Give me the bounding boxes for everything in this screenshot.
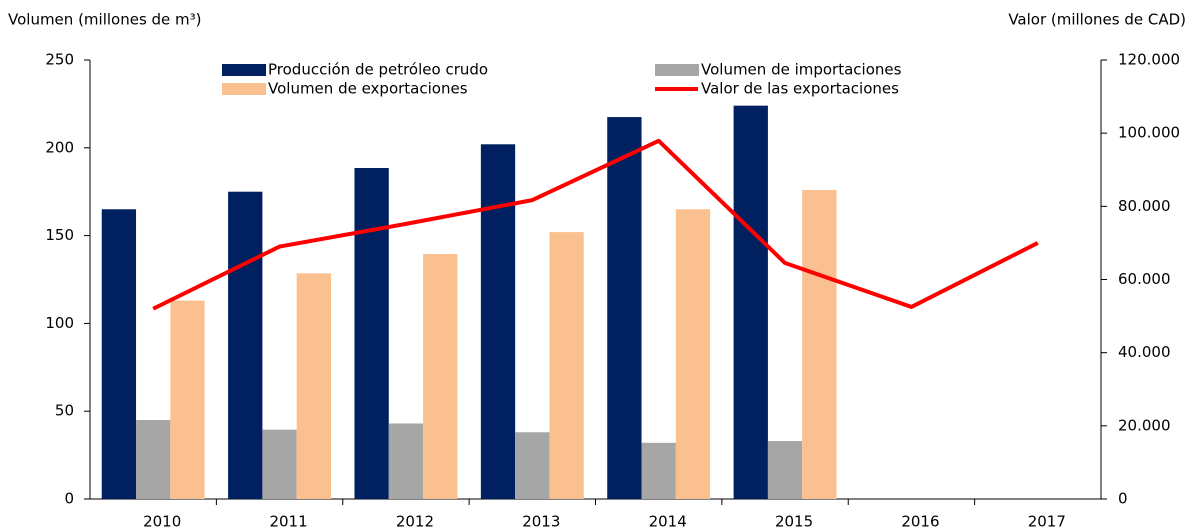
x-tick-label: 2010 bbox=[143, 513, 181, 531]
x-tick-label: 2017 bbox=[1028, 513, 1066, 531]
y2-axis-title: Valor (millones de CAD) bbox=[1008, 11, 1186, 29]
legend-label: Volumen de exportaciones bbox=[268, 80, 468, 98]
y-tick-label: 50 bbox=[55, 402, 74, 420]
bar bbox=[170, 300, 205, 499]
y2-tick-label: 0 bbox=[1118, 490, 1128, 508]
x-tick-label: 2012 bbox=[396, 513, 434, 531]
line bbox=[152, 138, 1039, 311]
y2-tick-label: 100.000 bbox=[1118, 124, 1180, 142]
bar bbox=[354, 167, 389, 499]
bar bbox=[262, 429, 297, 499]
bar bbox=[733, 105, 768, 499]
y-tick-label: 0 bbox=[64, 490, 74, 508]
y2-tick-label: 120.000 bbox=[1118, 51, 1180, 69]
bar bbox=[388, 423, 424, 499]
bar bbox=[802, 189, 837, 499]
legend-label: Volumen de importaciones bbox=[701, 61, 902, 79]
legend-label: Valor de las exportaciones bbox=[701, 80, 899, 98]
legend-swatch bbox=[222, 64, 266, 76]
bar bbox=[767, 441, 803, 499]
bar bbox=[641, 442, 676, 499]
legend-label: Producción de petróleo crudo bbox=[268, 61, 488, 79]
y-tick-label: 150 bbox=[45, 226, 74, 244]
legend-swatch bbox=[655, 64, 699, 76]
legend-swatch bbox=[222, 83, 266, 95]
y2-tick-label: 80.000 bbox=[1118, 197, 1171, 215]
y2-tick-label: 20.000 bbox=[1118, 416, 1171, 434]
bar bbox=[296, 273, 332, 499]
bar bbox=[607, 117, 642, 499]
bar bbox=[515, 432, 550, 499]
y-tick-label: 200 bbox=[45, 138, 74, 156]
bar bbox=[228, 191, 263, 499]
x-tick-label: 2016 bbox=[901, 513, 939, 531]
bar bbox=[136, 419, 171, 499]
x-tick-label: 2014 bbox=[649, 513, 687, 531]
x-tick-label: 2013 bbox=[522, 513, 560, 531]
y-axis-title: Volumen (millones de m³) bbox=[8, 11, 202, 29]
y-tick-label: 250 bbox=[45, 51, 74, 69]
bar bbox=[480, 144, 516, 499]
bar bbox=[101, 209, 137, 499]
y-tick-label: 100 bbox=[45, 314, 74, 332]
x-tick-label: 2015 bbox=[775, 513, 813, 531]
bar bbox=[423, 254, 458, 499]
y2-tick-label: 40.000 bbox=[1118, 343, 1171, 361]
y2-tick-label: 60.000 bbox=[1118, 270, 1171, 288]
x-tick-label: 2011 bbox=[269, 513, 307, 531]
bar bbox=[675, 209, 711, 499]
bar bbox=[549, 232, 584, 499]
